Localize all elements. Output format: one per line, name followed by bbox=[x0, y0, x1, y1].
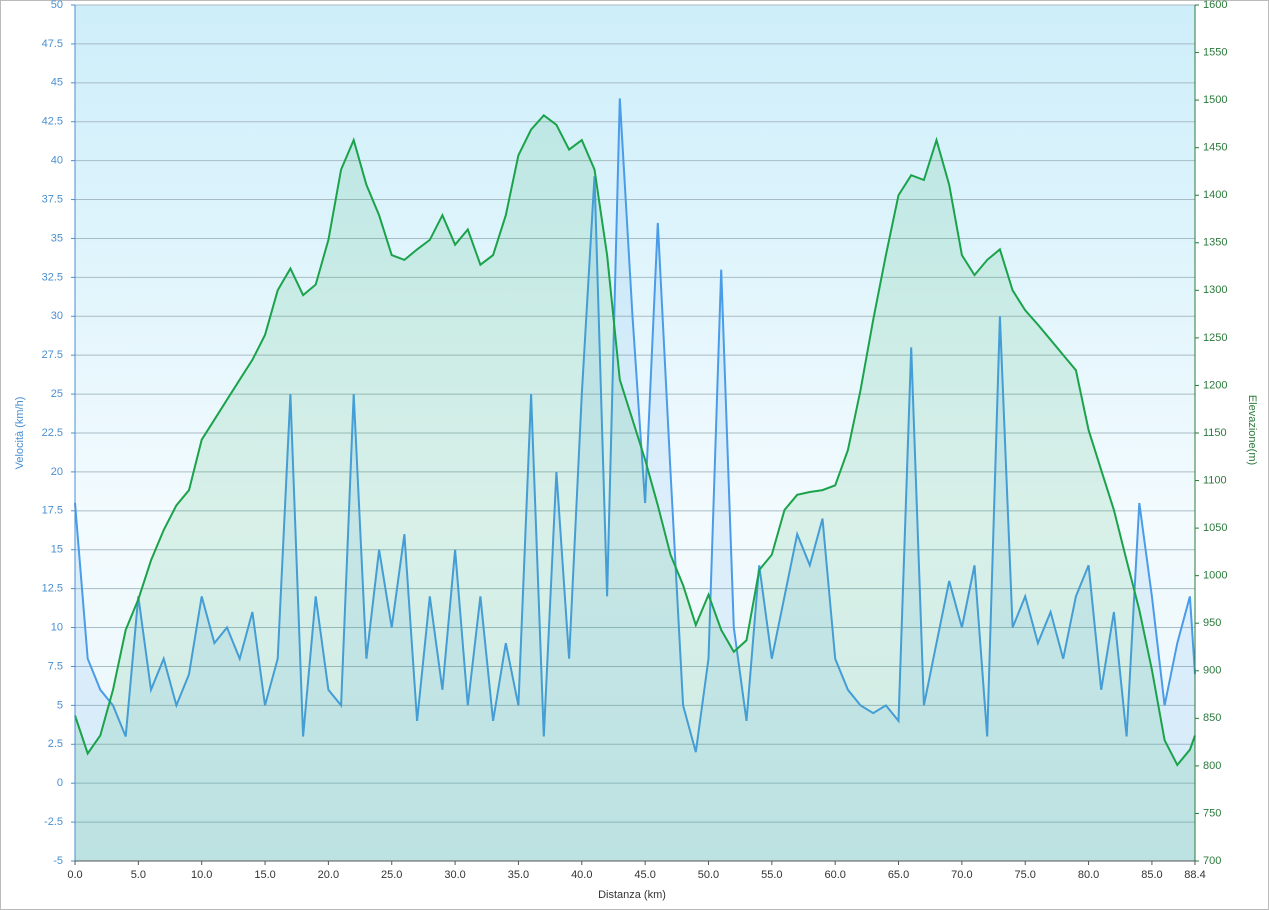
y2-tick-label: 1300 bbox=[1203, 284, 1227, 296]
y2-tick-label: 1150 bbox=[1203, 427, 1227, 439]
y2-tick-label: 950 bbox=[1203, 617, 1221, 629]
y-tick-label: -5 bbox=[53, 855, 63, 867]
y-tick-label: 27.5 bbox=[42, 349, 63, 361]
x-tick-label: 5.0 bbox=[131, 869, 146, 881]
y-tick-label: 2.5 bbox=[48, 738, 63, 750]
y-tick-label: -2.5 bbox=[44, 816, 63, 828]
x-tick-label: 0.0 bbox=[67, 869, 82, 881]
y-tick-label: 40 bbox=[51, 155, 63, 167]
y2-tick-label: 1350 bbox=[1203, 237, 1227, 249]
y2-tick-label: 800 bbox=[1203, 760, 1221, 772]
y2-axis-label: Elevazione(m) bbox=[1246, 395, 1258, 465]
y2-tick-label: 1600 bbox=[1203, 0, 1227, 11]
y2-tick-label: 1400 bbox=[1203, 189, 1227, 201]
series-area bbox=[75, 115, 1195, 862]
y-tick-label: 50 bbox=[51, 0, 63, 11]
y-tick-label: 15 bbox=[51, 544, 63, 556]
series-line bbox=[74, 98, 1196, 753]
x-tick-label: 25.0 bbox=[381, 869, 402, 881]
x-tick-label: 20.0 bbox=[318, 869, 339, 881]
y2-tick-label: 1450 bbox=[1203, 142, 1227, 154]
y2-tick-label: 700 bbox=[1203, 855, 1221, 867]
y2-tick-label: 850 bbox=[1203, 712, 1221, 724]
y2-tick-label: 1000 bbox=[1203, 570, 1227, 582]
y-tick-label: 47.5 bbox=[42, 38, 63, 50]
x-tick-label: 30.0 bbox=[444, 869, 465, 881]
y-tick-label: 5 bbox=[57, 699, 63, 711]
series-area bbox=[75, 98, 1195, 861]
x-tick-label: 75.0 bbox=[1015, 869, 1036, 881]
y-tick-label: 20 bbox=[51, 466, 63, 478]
y2-tick-label: 750 bbox=[1203, 807, 1221, 819]
x-tick-label: 80.0 bbox=[1078, 869, 1099, 881]
y-tick-label: 10 bbox=[51, 621, 63, 633]
y2-tick-label: 900 bbox=[1203, 665, 1221, 677]
y-tick-label: 7.5 bbox=[48, 660, 63, 672]
y-tick-label: 17.5 bbox=[42, 505, 63, 517]
x-tick-label: 60.0 bbox=[824, 869, 845, 881]
y2-tick-label: 1250 bbox=[1203, 332, 1227, 344]
y-axis-label: Velocità (km/h) bbox=[14, 397, 26, 470]
y-tick-label: 45 bbox=[51, 77, 63, 89]
x-tick-label: 65.0 bbox=[888, 869, 909, 881]
x-tick-label: 85.0 bbox=[1141, 869, 1162, 881]
y2-tick-label: 1050 bbox=[1203, 522, 1227, 534]
x-tick-label: 50.0 bbox=[698, 869, 719, 881]
y2-tick-label: 1550 bbox=[1203, 46, 1227, 58]
x-tick-label: 70.0 bbox=[951, 869, 972, 881]
y-tick-label: 35 bbox=[51, 232, 63, 244]
y-tick-label: 42.5 bbox=[42, 116, 63, 128]
y-tick-label: 22.5 bbox=[42, 427, 63, 439]
y-tick-label: 12.5 bbox=[42, 583, 63, 595]
y2-tick-label: 1200 bbox=[1203, 379, 1227, 391]
y-tick-label: 37.5 bbox=[42, 193, 63, 205]
y2-tick-label: 1100 bbox=[1203, 474, 1227, 486]
y-tick-label: 30 bbox=[51, 310, 63, 322]
x-tick-label: 10.0 bbox=[191, 869, 212, 881]
x-tick-label: 15.0 bbox=[254, 869, 275, 881]
x-tick-label: 88.4 bbox=[1184, 869, 1205, 881]
y-tick-label: 0 bbox=[57, 777, 63, 789]
x-tick-label: 40.0 bbox=[571, 869, 592, 881]
series-line bbox=[74, 113, 1196, 767]
y2-tick-label: 1500 bbox=[1203, 94, 1227, 106]
x-tick-label: 45.0 bbox=[634, 869, 655, 881]
x-tick-label: 35.0 bbox=[508, 869, 529, 881]
x-tick-label: 55.0 bbox=[761, 869, 782, 881]
y-tick-label: 25 bbox=[51, 388, 63, 400]
x-axis-label: Distanza (km) bbox=[598, 889, 666, 901]
y-tick-label: 32.5 bbox=[42, 271, 63, 283]
